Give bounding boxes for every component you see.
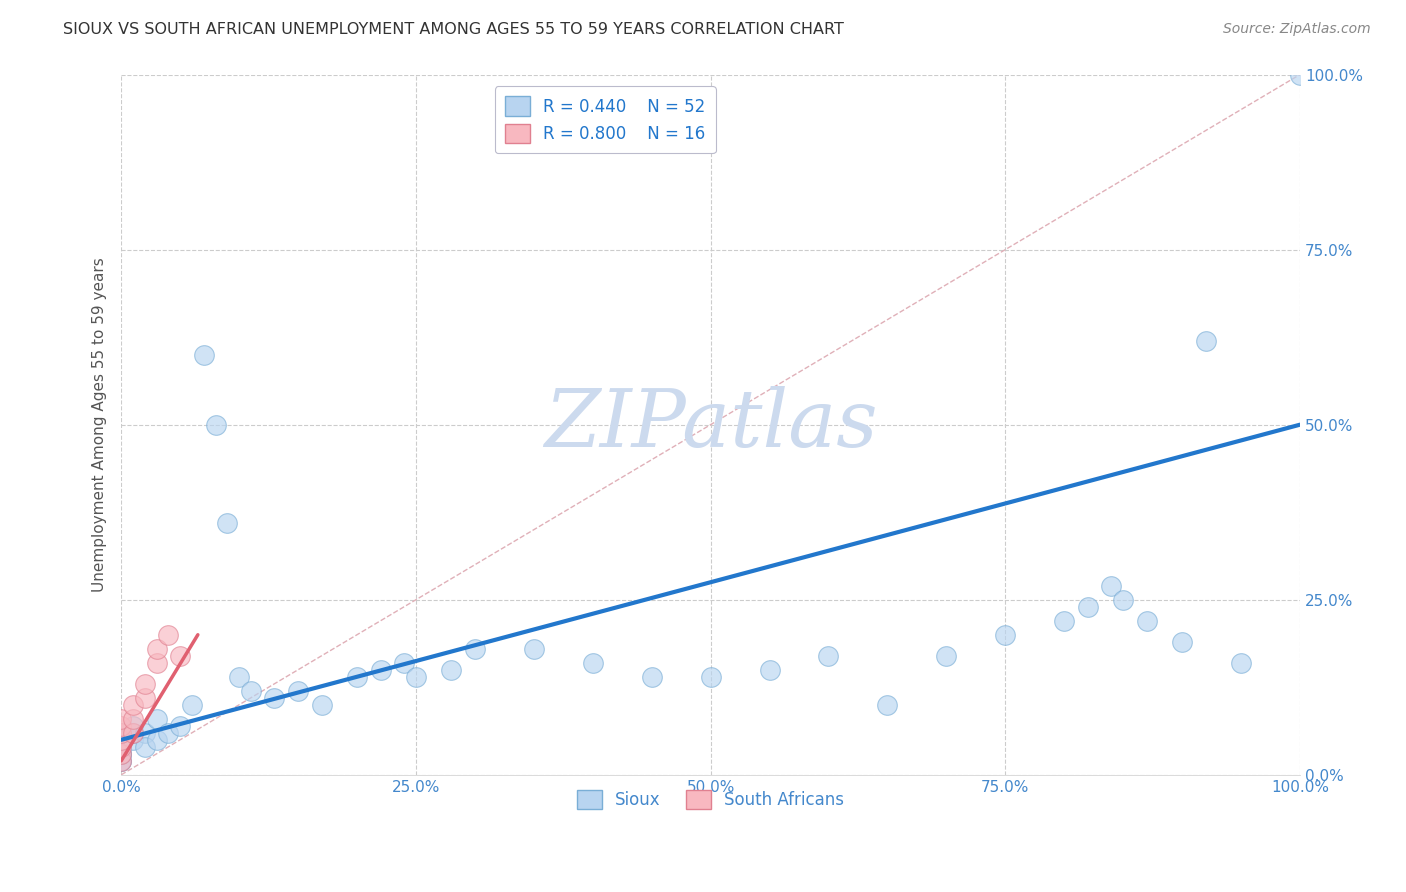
Point — [1171, 634, 1194, 648]
Y-axis label: Unemployment Among Ages 55 to 59 years: Unemployment Among Ages 55 to 59 years — [93, 257, 107, 592]
Point — [110, 732, 132, 747]
Point — [110, 747, 132, 761]
Point — [523, 641, 546, 656]
Point — [145, 641, 167, 656]
Point — [217, 516, 239, 530]
Point — [181, 698, 204, 712]
Point — [169, 648, 191, 663]
Point — [1112, 592, 1135, 607]
Point — [1053, 614, 1076, 628]
Point — [110, 747, 132, 761]
Point — [876, 698, 898, 712]
Point — [110, 754, 132, 768]
Point — [169, 719, 191, 733]
Point — [287, 683, 309, 698]
Point — [640, 670, 662, 684]
Text: SIOUX VS SOUTH AFRICAN UNEMPLOYMENT AMONG AGES 55 TO 59 YEARS CORRELATION CHART: SIOUX VS SOUTH AFRICAN UNEMPLOYMENT AMON… — [63, 22, 844, 37]
Point — [110, 754, 132, 768]
Point — [110, 739, 132, 754]
Point — [758, 663, 780, 677]
Text: ZIPatlas: ZIPatlas — [544, 386, 877, 464]
Point — [110, 747, 132, 761]
Point — [122, 726, 145, 740]
Point — [1289, 68, 1312, 82]
Point — [145, 656, 167, 670]
Point — [935, 648, 957, 663]
Point — [464, 641, 486, 656]
Point — [134, 690, 156, 705]
Point — [193, 348, 215, 362]
Point — [370, 663, 392, 677]
Point — [110, 732, 132, 747]
Point — [699, 670, 721, 684]
Text: Source: ZipAtlas.com: Source: ZipAtlas.com — [1223, 22, 1371, 37]
Point — [157, 726, 180, 740]
Point — [110, 732, 132, 747]
Point — [134, 739, 156, 754]
Point — [122, 712, 145, 726]
Point — [110, 754, 132, 768]
Point — [134, 677, 156, 691]
Point — [392, 656, 415, 670]
Point — [122, 726, 145, 740]
Point — [110, 739, 132, 754]
Point — [134, 726, 156, 740]
Point — [440, 663, 463, 677]
Point — [1195, 334, 1218, 348]
Point — [110, 739, 132, 754]
Point — [263, 690, 285, 705]
Point — [1136, 614, 1159, 628]
Point — [122, 732, 145, 747]
Point — [204, 417, 226, 432]
Point — [311, 698, 333, 712]
Point — [1099, 579, 1122, 593]
Point — [110, 726, 132, 740]
Point — [582, 656, 605, 670]
Point — [157, 628, 180, 642]
Point — [817, 648, 839, 663]
Point — [110, 747, 132, 761]
Point — [346, 670, 368, 684]
Point — [110, 719, 132, 733]
Point — [228, 670, 250, 684]
Point — [122, 719, 145, 733]
Point — [1230, 656, 1253, 670]
Point — [239, 683, 262, 698]
Point — [110, 712, 132, 726]
Point — [405, 670, 427, 684]
Legend: Sioux, South Africans: Sioux, South Africans — [571, 783, 851, 815]
Point — [1077, 599, 1099, 614]
Point — [122, 698, 145, 712]
Point — [145, 732, 167, 747]
Point — [110, 726, 132, 740]
Point — [994, 628, 1017, 642]
Point — [145, 712, 167, 726]
